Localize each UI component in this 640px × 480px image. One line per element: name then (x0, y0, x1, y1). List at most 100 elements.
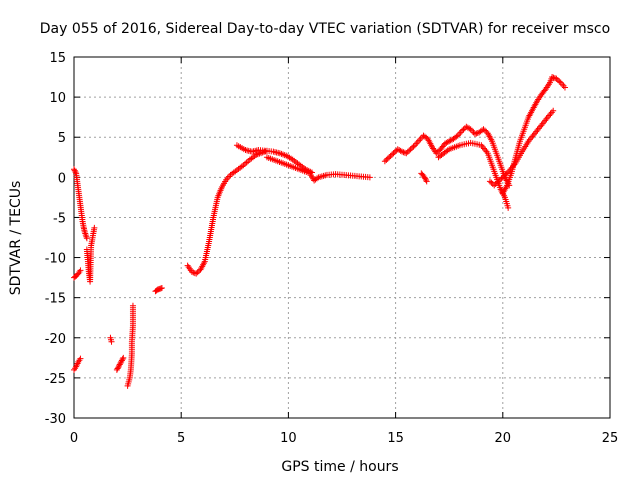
series-early-f (113, 354, 127, 373)
data-point (499, 174, 506, 181)
data-point (486, 178, 493, 185)
data-point (421, 174, 428, 181)
data-point (397, 147, 404, 154)
data-point (460, 126, 467, 133)
data-points (71, 74, 568, 389)
data-point (473, 130, 480, 137)
data-point (383, 156, 390, 163)
data-point (407, 146, 414, 153)
data-point (480, 126, 487, 133)
series-late-c (435, 139, 512, 211)
x-tick-label: 10 (280, 431, 297, 446)
data-point (118, 357, 125, 364)
y-tick-label: -25 (45, 372, 66, 387)
data-point (384, 155, 391, 162)
data-point (387, 152, 394, 159)
data-point (261, 148, 268, 155)
y-tick-label: 0 (58, 171, 66, 186)
data-point (114, 365, 121, 372)
y-tick-label: -5 (53, 211, 66, 226)
data-point (549, 74, 556, 81)
data-point (391, 148, 398, 155)
data-point (403, 150, 410, 157)
data-point (113, 366, 120, 373)
data-point (504, 169, 511, 176)
series-early-d (83, 224, 98, 285)
data-point (72, 168, 79, 175)
series-early-h (152, 285, 165, 295)
data-point (119, 356, 126, 363)
data-point (561, 84, 568, 91)
data-point (404, 148, 411, 155)
data-point (481, 127, 488, 134)
data-point (381, 158, 388, 165)
data-point (83, 235, 90, 242)
data-point (120, 354, 127, 361)
series-rise (184, 147, 270, 277)
x-tick-label: 0 (70, 431, 78, 446)
data-point (422, 175, 429, 182)
data-point (399, 148, 406, 155)
y-tick-label: -20 (45, 332, 66, 347)
data-point (401, 149, 408, 156)
data-point (129, 302, 136, 309)
data-point (505, 204, 512, 211)
data-point (554, 76, 561, 83)
data-point (491, 182, 498, 189)
data-point (498, 175, 505, 182)
y-tick-label: -15 (45, 292, 66, 307)
y-axis-label: SDTVAR / TECUs (8, 181, 24, 296)
y-tick-label: 5 (58, 131, 66, 146)
x-tick-label: 5 (177, 431, 185, 446)
data-point (434, 148, 441, 155)
data-point (77, 267, 84, 274)
series-plateau-a (233, 142, 315, 176)
data-point (194, 269, 201, 276)
data-point (409, 144, 416, 151)
series-early-a (71, 267, 84, 281)
data-point (553, 75, 560, 82)
data-point (118, 358, 125, 365)
data-point (488, 179, 495, 186)
data-point (422, 177, 429, 184)
data-point (436, 147, 443, 154)
series-early-c (71, 166, 90, 242)
data-point (116, 362, 123, 369)
y-tick-label: -10 (45, 252, 66, 267)
x-axis-label: GPS time / hours (281, 459, 398, 475)
data-point (193, 270, 200, 277)
data-point (541, 87, 548, 94)
series-late-d (486, 107, 557, 189)
data-point (188, 268, 195, 275)
data-point (495, 178, 502, 185)
data-point (453, 133, 460, 140)
data-point (496, 177, 503, 184)
data-point (71, 166, 77, 173)
series-late-e (499, 74, 568, 197)
y-tick-label: 10 (49, 91, 66, 106)
series-late-a (381, 123, 513, 189)
x-tick-label: 25 (602, 431, 619, 446)
series-late-b (418, 170, 430, 185)
series-early-e (107, 334, 115, 345)
data-point (71, 167, 78, 174)
data-point (116, 361, 123, 368)
data-point (158, 285, 165, 292)
data-point (313, 175, 320, 182)
data-point (191, 270, 198, 277)
series-plateau-b (263, 154, 373, 184)
data-point (77, 355, 84, 362)
data-point (494, 179, 501, 186)
plot-frame (73, 56, 611, 419)
data-point (390, 150, 397, 157)
data-point (502, 171, 509, 178)
series-early-g (124, 302, 136, 389)
series-early-b (71, 355, 84, 373)
data-point (108, 338, 115, 345)
data-point (550, 107, 557, 114)
data-point (115, 364, 122, 371)
data-point (386, 154, 393, 161)
data-point (492, 181, 499, 188)
data-point (501, 173, 508, 180)
